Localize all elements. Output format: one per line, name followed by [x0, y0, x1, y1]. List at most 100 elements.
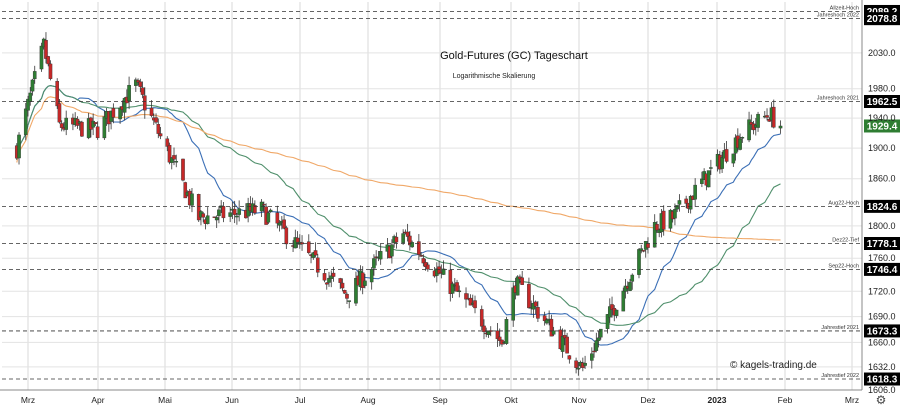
- candle-body: [174, 161, 179, 163]
- candle-body: [17, 134, 21, 159]
- watermark: © kagels-trading.de: [730, 360, 817, 371]
- candle-body: [693, 184, 697, 200]
- candle-body: [149, 107, 154, 116]
- candle-body: [473, 300, 477, 309]
- candle-body: [497, 336, 502, 341]
- candle-body: [545, 319, 549, 324]
- candle-body: [706, 170, 711, 188]
- candle-body: [282, 219, 286, 229]
- candle-body: [102, 116, 107, 139]
- gear-icon[interactable]: ⚙: [876, 393, 887, 407]
- candle-body: [26, 98, 30, 111]
- x-tick-label: Apr: [91, 395, 104, 405]
- y-tick-label: 1800.0: [868, 221, 896, 231]
- candle-body: [39, 45, 44, 70]
- level-label: Allzeit-Hoch: [830, 5, 859, 11]
- candle-body: [262, 203, 266, 206]
- last-price-box: [864, 119, 900, 133]
- candle-body: [253, 205, 257, 214]
- candle-body: [551, 330, 556, 335]
- candle-body: [127, 84, 131, 102]
- x-tick-label: Mrz: [21, 395, 35, 405]
- y-tick-label: 1900.0: [868, 143, 896, 153]
- level-label: Dez22-Tief: [832, 238, 859, 244]
- candle-body: [605, 314, 610, 329]
- candle-body: [767, 119, 772, 122]
- y-tick-label: 1980.0: [868, 84, 896, 94]
- candle-body: [614, 309, 619, 316]
- candle-body: [610, 304, 614, 310]
- candle-body: [641, 250, 646, 252]
- candle-body: [661, 210, 666, 230]
- candle-body: [747, 119, 751, 141]
- candle-body: [165, 138, 170, 147]
- candle-body: [423, 262, 428, 268]
- candle-body: [677, 200, 682, 205]
- level-label: Sep22-Hoch: [828, 263, 859, 269]
- candle-body: [426, 264, 430, 270]
- candle-body: [450, 283, 455, 294]
- candle-body: [623, 285, 628, 292]
- candle-body: [80, 121, 84, 137]
- candle-body: [315, 257, 320, 273]
- candle-body: [221, 206, 226, 219]
- x-tick-label: 2023: [708, 395, 727, 405]
- candle-body: [468, 297, 473, 306]
- candle-body: [44, 39, 48, 59]
- candle-body: [437, 266, 441, 274]
- x-tick-label: Nov: [571, 395, 587, 405]
- candle-body: [421, 258, 426, 264]
- candle-body: [495, 330, 500, 340]
- candle-body: [196, 194, 201, 221]
- candle-body: [91, 120, 95, 128]
- candle-body: [284, 227, 289, 245]
- level-value-box: [864, 324, 900, 338]
- candle-body: [48, 63, 53, 79]
- candle-body: [756, 113, 760, 128]
- candle-body: [190, 193, 194, 206]
- candle-body: [46, 56, 51, 65]
- y-tick-label: 1940.0: [868, 113, 896, 123]
- candle-body: [464, 293, 468, 300]
- candle-body: [347, 300, 352, 302]
- x-tick-label: Feb: [778, 395, 793, 405]
- candle-body: [778, 125, 783, 129]
- candle-body: [684, 198, 688, 204]
- level-label: Jahrestief 2021: [821, 325, 859, 331]
- x-tick-label: Mrz: [845, 395, 859, 405]
- candle-body: [363, 280, 367, 286]
- candle-body: [448, 269, 453, 294]
- candle-body: [720, 157, 724, 169]
- level-label: Jahreshoch 2022: [817, 13, 859, 19]
- candle-body: [23, 108, 28, 135]
- candle-body: [511, 287, 515, 321]
- level-value-box: [864, 262, 900, 276]
- candle-body: [134, 79, 138, 86]
- candle-body: [488, 330, 493, 332]
- candle-body: [646, 243, 650, 248]
- candle-body: [324, 282, 329, 285]
- candle-body: [118, 107, 122, 120]
- candle-body: [205, 215, 210, 225]
- candle-body: [354, 278, 358, 304]
- candle-body: [57, 103, 62, 123]
- candle-body: [122, 97, 127, 113]
- level-value-box: [864, 12, 900, 26]
- candle-body: [138, 81, 143, 88]
- candle-body: [504, 319, 509, 344]
- candle-body: [771, 106, 776, 128]
- candle-body: [574, 360, 578, 368]
- candle-body: [390, 244, 394, 257]
- y-tick-label: 1760.0: [868, 253, 896, 263]
- level-value-text: 1962.5: [867, 97, 898, 108]
- candle-body: [313, 250, 318, 256]
- candle-body: [237, 208, 241, 215]
- candle-body: [479, 309, 484, 327]
- candle-body: [136, 80, 140, 83]
- candle-body: [95, 126, 100, 139]
- candle-body: [688, 195, 693, 210]
- candle-body: [455, 282, 459, 292]
- candle-body: [675, 205, 679, 210]
